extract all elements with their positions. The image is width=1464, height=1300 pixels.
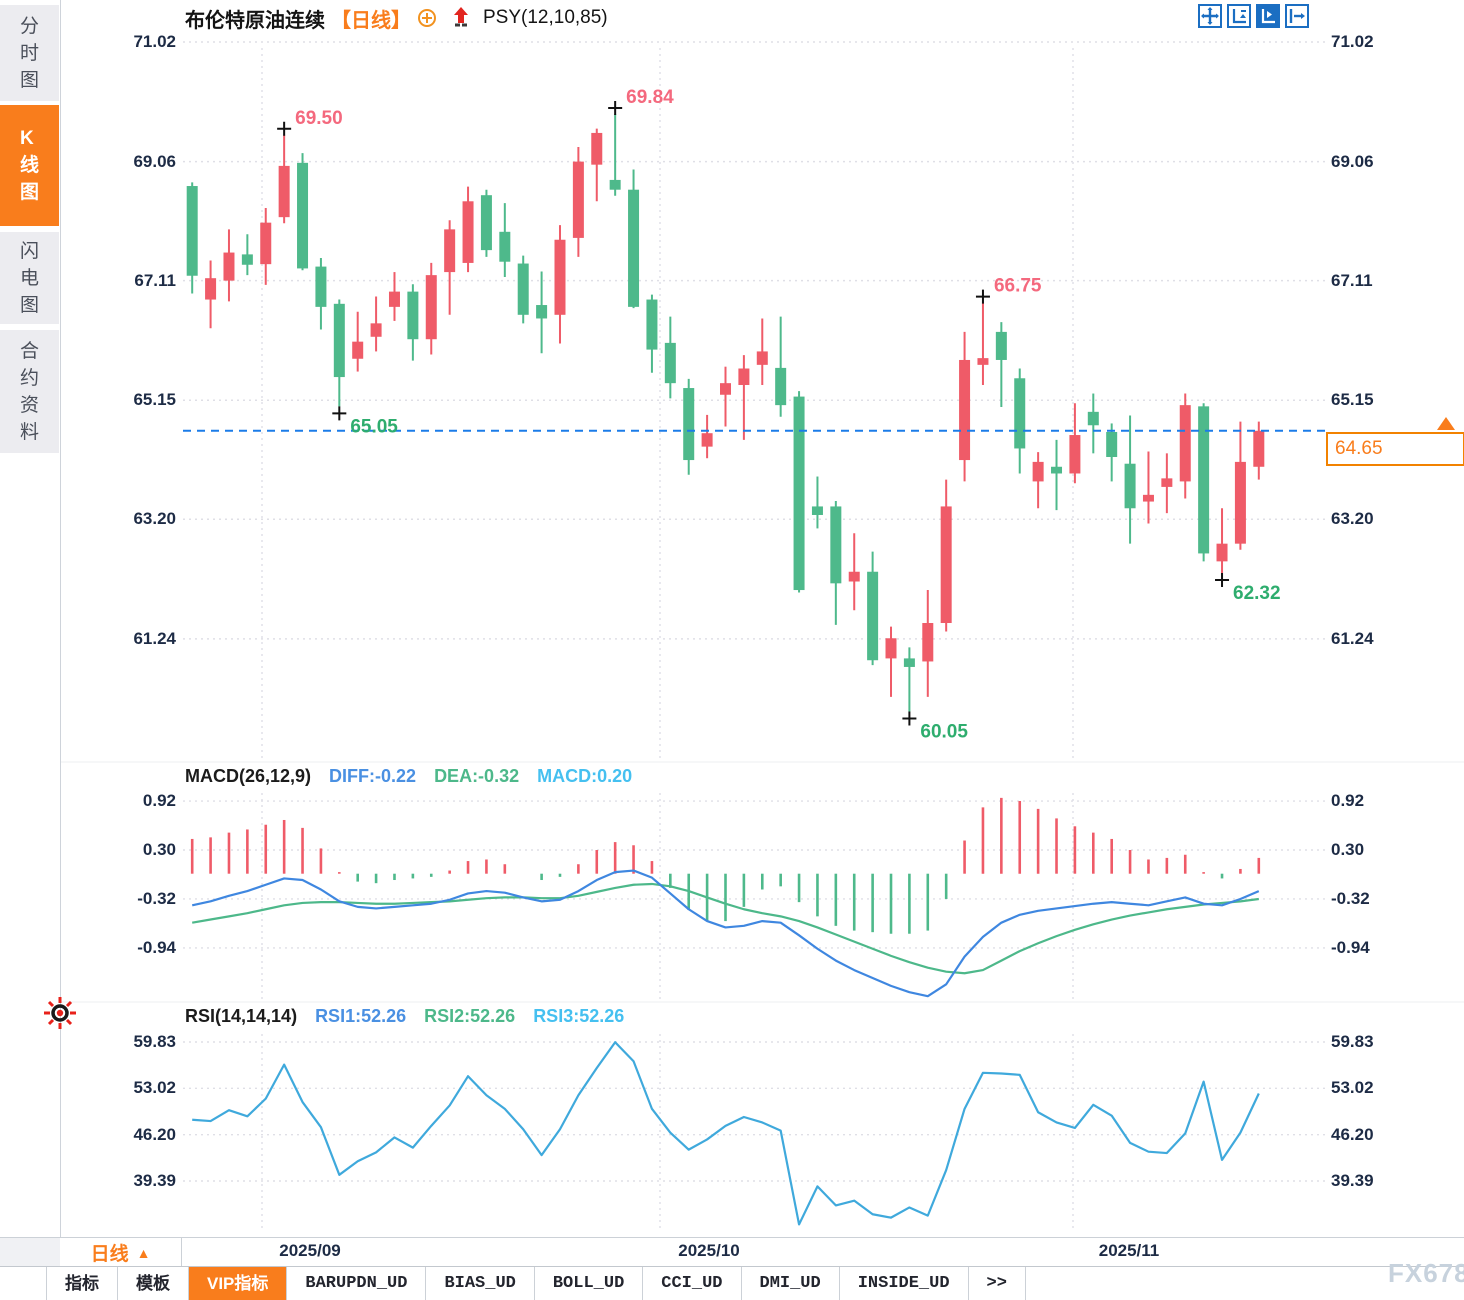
xaxis-corner-cell	[0, 1238, 61, 1267]
macd-macd-value: MACD:0.20	[537, 766, 633, 786]
rsi1-value: RSI1:52.26	[315, 1006, 407, 1026]
axis-tick-label: 65.15	[133, 390, 176, 410]
pan-right-button[interactable]	[1285, 4, 1309, 28]
tab-dmi-ud[interactable]: DMI_UD	[742, 1267, 840, 1300]
price-annotation: 62.32	[1233, 583, 1281, 604]
sidebar-item-flash-chart[interactable]: 闪电图	[0, 232, 59, 324]
macd-name[interactable]: MACD(26,12,9)	[185, 766, 312, 786]
price-up-arrow-icon	[1437, 417, 1455, 430]
rsi-name[interactable]: RSI(14,14,14)	[185, 1006, 298, 1026]
sidebar-item-contract-info[interactable]: 合约资料	[0, 330, 59, 453]
tab-cci-ud[interactable]: CCI_UD	[643, 1267, 742, 1300]
tab-inside-ud[interactable]: INSIDE_UD	[840, 1267, 969, 1300]
watermark: FX678	[1388, 1258, 1464, 1288]
sidebar-item-timeline-chart[interactable]: 分时图	[0, 5, 59, 101]
price-annotation: 69.84	[626, 87, 674, 108]
chart-header: 布伦特原油连续 【日线】 PSY(12,10,85)	[185, 4, 608, 32]
period-selector[interactable]: 日线 ▲	[60, 1238, 182, 1267]
tab-boll-ud[interactable]: BOLL_UD	[535, 1267, 644, 1300]
axis-tick-label: 71.02	[133, 32, 176, 51]
chevron-up-icon: ▲	[136, 1244, 151, 1261]
period-label: 日线	[90, 1244, 129, 1265]
price-annotation: 66.75	[994, 276, 1042, 297]
price-annotation: 69.50	[295, 108, 343, 129]
tab-indicators[interactable]: 指标	[46, 1267, 118, 1300]
axis-tick-label: 71.02	[1331, 32, 1374, 51]
axis-tick-label: 59.83	[1331, 1032, 1374, 1051]
axis-tick-label: 0.92	[142, 791, 176, 811]
axis-tick-label: 53.02	[1331, 1078, 1374, 1098]
price-annotation: 65.05	[350, 416, 398, 437]
rsi-header: RSI(14,14,14) RSI1:52.26 RSI2:52.26 RSI3…	[185, 1006, 624, 1027]
crosshair-icon	[1201, 7, 1219, 25]
rsi3-value: RSI3:52.26	[533, 1006, 625, 1026]
axis-auto-button[interactable]	[1256, 4, 1280, 28]
axis-scale-button[interactable]	[1227, 4, 1251, 28]
axis-tick-label: 67.11	[134, 270, 176, 290]
xaxis-label-oct: 2025/10	[678, 1241, 740, 1260]
axis-tick-label: 0.30	[142, 840, 176, 859]
crosshair-button[interactable]	[1198, 4, 1222, 28]
axis-tick-label: 0.92	[1331, 791, 1365, 811]
xaxis-label-nov: 2025/11	[1098, 1241, 1160, 1260]
footer-tab-bar: 指标 模板 VIP指标 BARUPDN_UD BIAS_UD BOLL_UD C…	[0, 1266, 1464, 1300]
xaxis-label-sep: 2025/09	[279, 1241, 341, 1260]
red-up-arrow-icon	[454, 7, 468, 27]
symbol-name: 布伦特原油连续	[185, 9, 325, 32]
tab-more[interactable]: >>	[969, 1267, 1026, 1300]
axis-scale-icon	[1232, 9, 1246, 24]
tab-templates[interactable]: 模板	[118, 1267, 189, 1300]
axis-tick-label: 0.30	[1331, 840, 1365, 859]
price-annotation: 60.05	[920, 721, 968, 742]
indicator-alert-icon	[44, 997, 76, 1029]
axis-tick-label: -0.32	[137, 888, 176, 908]
macd-header: MACD(26,12,9) DIFF:-0.22 DEA:-0.32 MACD:…	[185, 766, 632, 787]
axis-tick-label: 39.39	[133, 1170, 176, 1190]
axis-tick-label: 69.06	[133, 151, 176, 171]
macd-dea-value: DEA:-0.32	[434, 766, 520, 786]
axis-tick-label: -0.32	[1331, 888, 1370, 908]
add-indicator-icon[interactable]	[417, 8, 437, 28]
axis-tick-label: 59.83	[133, 1032, 176, 1051]
axis-tick-label: 61.24	[133, 628, 176, 648]
tab-barupdn-ud[interactable]: BARUPDN_UD	[287, 1267, 427, 1300]
axis-tick-label: 61.24	[1331, 628, 1374, 648]
axis-tick-label: 53.02	[133, 1078, 176, 1098]
axis-tick-label: 46.20	[1331, 1124, 1374, 1144]
axis-tick-label: 63.20	[133, 509, 176, 529]
last-price-badge: 64.65	[1326, 432, 1464, 466]
axis-tick-label: 65.15	[1331, 390, 1374, 410]
tab-vip-indicators[interactable]: VIP指标	[189, 1267, 288, 1300]
axis-auto-icon	[1261, 9, 1275, 24]
pan-right-icon	[1289, 9, 1305, 23]
axis-tick-label: 63.20	[1331, 509, 1374, 529]
rsi2-value: RSI2:52.26	[424, 1006, 516, 1026]
axis-tick-label: -0.94	[1331, 937, 1370, 957]
indicator-name[interactable]: PSY(12,10,85)	[483, 7, 608, 28]
period-tag: 【日线】	[331, 9, 411, 32]
axis-tick-label: 39.39	[1331, 1170, 1374, 1190]
chart-toolbar	[1198, 4, 1309, 28]
axis-tick-label: 69.06	[1331, 151, 1374, 171]
macd-diff-value: DIFF:-0.22	[329, 766, 417, 786]
tab-bias-ud[interactable]: BIAS_UD	[426, 1267, 535, 1300]
axis-tick-label: 46.20	[133, 1124, 176, 1144]
xaxis-row: 日线 ▲ 2025/09 2025/10 2025/11	[0, 1237, 1464, 1267]
axis-tick-label: -0.94	[137, 937, 176, 957]
axis-tick-label: 67.11	[1331, 270, 1373, 290]
